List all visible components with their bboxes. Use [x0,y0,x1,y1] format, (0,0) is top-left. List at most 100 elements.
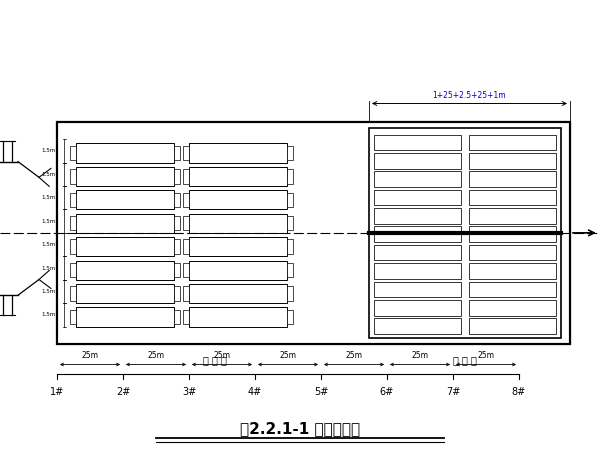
Text: 图2.2.1-1 预制场布置: 图2.2.1-1 预制场布置 [240,421,360,436]
Text: 1.5m: 1.5m [41,242,55,247]
Bar [183,169,189,184]
Bar [189,261,287,280]
Bar [374,318,461,334]
Text: 4#: 4# [248,387,262,397]
Bar [287,169,293,184]
Bar [183,216,189,230]
Text: 1+25+2.5+25+1m: 1+25+2.5+25+1m [433,91,506,100]
Bar [469,245,556,261]
Text: 25m: 25m [148,351,164,360]
Bar [183,239,189,254]
Bar [183,263,189,277]
Bar [469,190,556,205]
Bar [369,128,561,338]
Bar [57,122,570,344]
Bar [76,237,175,256]
Bar [70,216,76,230]
Bar [57,122,570,344]
Text: 2#: 2# [116,387,130,397]
Bar [469,208,556,224]
Text: 1.5m: 1.5m [41,289,55,294]
Bar [287,310,293,324]
Bar [374,135,461,150]
Bar [175,263,181,277]
Bar [469,171,556,187]
Bar [183,310,189,324]
Bar [189,143,287,162]
Bar [175,216,181,230]
Bar [70,263,76,277]
Bar [183,193,189,207]
Bar [287,146,293,160]
Bar [287,239,293,254]
Bar [175,146,181,160]
Bar [469,226,556,242]
Bar [175,239,181,254]
Bar [287,286,293,301]
Text: 1#: 1# [50,387,64,397]
Bar [70,286,76,301]
Bar [469,263,556,279]
Bar [469,135,556,150]
Bar [374,263,461,279]
Bar [183,146,189,160]
Bar [189,284,287,303]
Bar [70,310,76,324]
Bar [287,263,293,277]
Text: 25m: 25m [412,351,428,360]
Text: 25m: 25m [82,351,98,360]
Bar [70,239,76,254]
Text: 1.5m: 1.5m [41,172,55,177]
Bar [70,169,76,184]
Text: 1.5m: 1.5m [41,148,55,153]
Bar [189,237,287,256]
Bar [70,193,76,207]
Text: 25m: 25m [214,351,230,360]
Bar [175,310,181,324]
Bar [287,193,293,207]
Bar [175,193,181,207]
Bar [374,245,461,261]
Bar [76,190,175,209]
Bar [374,282,461,297]
Text: 存 梁 区: 存 梁 区 [453,356,477,365]
Text: 7#: 7# [446,387,460,397]
Bar [76,214,175,233]
Bar [287,216,293,230]
Bar [57,122,570,344]
Bar [70,146,76,160]
Text: 5#: 5# [314,387,328,397]
Bar [76,143,175,162]
Bar [76,261,175,280]
Text: 25m: 25m [478,351,494,360]
Text: 8#: 8# [512,387,526,397]
Text: 25m: 25m [280,351,296,360]
Bar [374,153,461,169]
Text: 1.5m: 1.5m [41,219,55,224]
Bar [374,300,461,315]
Bar [189,190,287,209]
Bar [469,282,556,297]
Text: 预 制 区: 预 制 区 [203,356,226,365]
Bar [374,171,461,187]
Bar [374,190,461,205]
Bar [374,208,461,224]
Text: 25m: 25m [346,351,362,360]
Bar [469,153,556,169]
Bar [76,167,175,186]
Bar [189,214,287,233]
Bar [374,226,461,242]
Bar [175,169,181,184]
Text: 6#: 6# [380,387,394,397]
Text: 1.5m: 1.5m [41,312,55,317]
Bar [469,300,556,315]
Text: 3#: 3# [182,387,196,397]
Bar [183,286,189,301]
Text: 1.5m: 1.5m [41,266,55,270]
Bar [469,318,556,334]
Bar [76,284,175,303]
Bar [189,167,287,186]
Bar [175,286,181,301]
Bar [76,307,175,327]
Bar [189,307,287,327]
